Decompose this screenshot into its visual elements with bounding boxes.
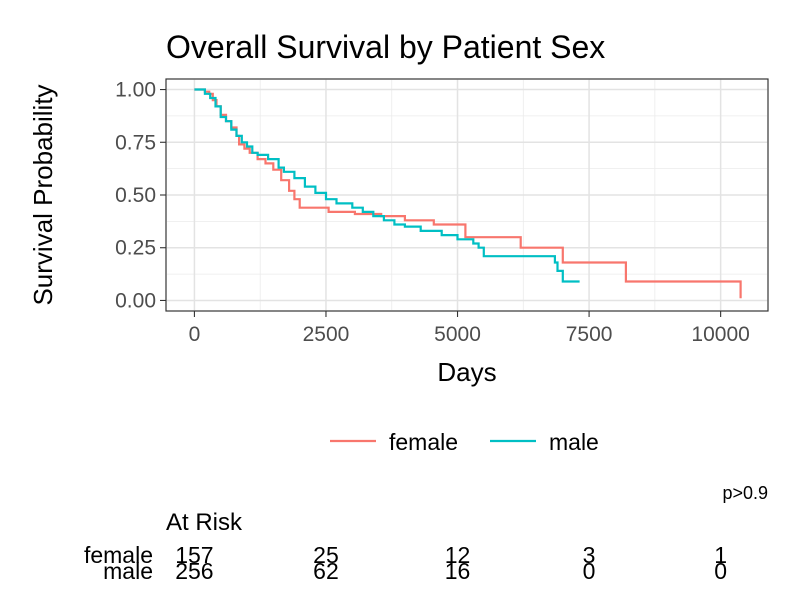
risk-value-female: 25 (313, 542, 339, 568)
risk-value-female: 3 (583, 542, 596, 568)
x-axis-title: Days (437, 357, 496, 387)
x-axis: 0 2500 5000 7500 10000 (189, 311, 750, 346)
y-axis: 0.00 0.25 0.50 0.75 1.00 (115, 79, 166, 312)
risk-table-title: At Risk (166, 509, 243, 536)
series-line-male (194, 88, 580, 283)
x-tick-label: 10000 (691, 323, 749, 346)
minor-gridlines (166, 79, 768, 311)
x-tick-label: 2500 (303, 323, 350, 346)
chart-title: Overall Survival by Patient Sex (166, 29, 605, 65)
y-tick-label: 0.00 (115, 289, 156, 312)
risk-value-male: 0 (583, 558, 596, 584)
y-tick-label: 0.50 (115, 184, 156, 207)
risk-value-female: 1 (714, 542, 727, 568)
x-tick-label: 7500 (566, 323, 613, 346)
risk-value-female: 12 (445, 542, 471, 568)
risk-table: female 157 25 12 3 1 male 256 62 16 0 0 (84, 542, 727, 584)
legend: female male (330, 429, 599, 455)
risk-value-male: 256 (175, 558, 213, 584)
series-layer (194, 88, 742, 299)
y-tick-label: 0.75 (115, 131, 156, 154)
y-tick-label: 0.25 (115, 237, 156, 260)
y-axis-title: Survival Probability (28, 84, 58, 305)
risk-row-label-male: male (103, 558, 153, 584)
p-value-label: p>0.9 (722, 483, 768, 503)
y-tick-label: 1.00 (115, 79, 156, 102)
risk-value-male: 16 (445, 558, 471, 584)
x-tick-label: 5000 (434, 323, 481, 346)
legend-label-female: female (389, 429, 458, 455)
risk-row-label-female: female (84, 542, 153, 568)
risk-value-male: 0 (714, 558, 727, 584)
x-tick-label: 0 (189, 323, 201, 346)
legend-label-male: male (549, 429, 599, 455)
risk-value-male: 62 (313, 558, 339, 584)
risk-value-female: 157 (175, 542, 213, 568)
